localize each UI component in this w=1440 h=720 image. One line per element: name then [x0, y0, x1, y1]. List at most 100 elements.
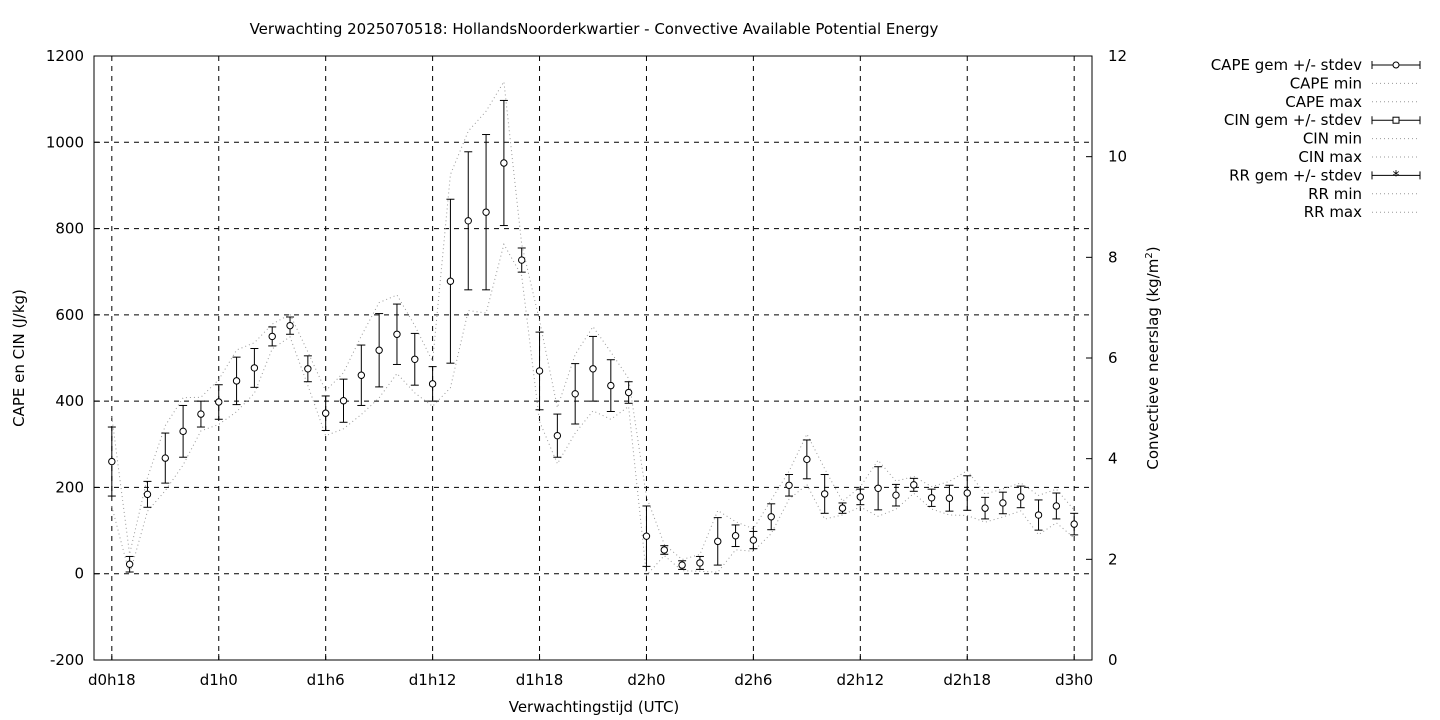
cape-series — [107, 99, 1079, 573]
x-tick-label: d2h12 — [836, 671, 884, 689]
cape-point — [678, 561, 686, 569]
x-tick-label: d2h18 — [943, 671, 991, 689]
cape-point — [464, 217, 472, 225]
cape-point — [286, 321, 294, 330]
y-tick-label: 400 — [55, 392, 84, 410]
cape-point — [999, 499, 1007, 507]
cape-point — [411, 355, 419, 363]
cape-point — [553, 431, 562, 440]
legend-label: RR min — [1308, 185, 1362, 203]
cape-point — [838, 504, 847, 512]
y2-axis: 0 2 4 6 8 10 12 — [1086, 47, 1127, 669]
cape-point — [428, 380, 437, 388]
x-tick-label: d1h12 — [409, 671, 457, 689]
cape-point — [1017, 493, 1025, 501]
cape-point — [714, 537, 722, 546]
cape-point — [446, 277, 455, 285]
cape-point — [892, 491, 900, 499]
y-tick-label: 200 — [55, 478, 84, 496]
cape-point — [910, 481, 918, 489]
cape-point — [1070, 520, 1078, 528]
y-tick-label: 0 — [74, 565, 84, 583]
cape-point — [535, 367, 544, 375]
cape-point — [482, 208, 490, 216]
cape-point — [250, 364, 259, 372]
y-axis: -200 0 200 400 600 800 1000 1200 — [46, 47, 100, 669]
legend-label: CAPE max — [1285, 93, 1362, 111]
y-tick-label: 600 — [55, 306, 84, 324]
x-axis: d0h18 d1h0 d1h6 d1h12 d1h18 d2h0 d2h6 d2h12 d2h1… — [88, 654, 1093, 689]
cape-point — [820, 490, 829, 498]
cape-point — [963, 489, 971, 497]
x-tick-label: d1h0 — [200, 671, 238, 689]
cape-point — [375, 346, 383, 354]
legend-label: CAPE gem +/- stdev — [1211, 56, 1362, 74]
legend-label: RR gem +/- stdev — [1229, 166, 1362, 184]
cape-point — [571, 390, 579, 398]
y-tick-label: 1200 — [46, 47, 84, 65]
cape-point — [624, 388, 633, 397]
cape-point — [660, 546, 668, 554]
y2-tick-label: 0 — [1108, 651, 1118, 669]
cape-point — [749, 536, 758, 544]
legend-marker: * — [1393, 168, 1400, 184]
x-tick-label: d1h6 — [307, 671, 345, 689]
x-tick-label: d3h0 — [1055, 671, 1093, 689]
y2-tick-label: 12 — [1108, 47, 1127, 65]
cape-point — [339, 397, 348, 405]
y2-axis-label-end: ) — [1144, 246, 1162, 252]
cape-point — [1052, 502, 1061, 510]
x-axis-label: Verwachtingstijd (UTC) — [509, 698, 680, 716]
cape-point — [108, 457, 116, 466]
cape-point — [143, 490, 152, 499]
cape-point — [696, 559, 704, 567]
y2-axis-label: Convectieve neerslag (kg/m2) — [1144, 246, 1162, 469]
x-tick-label: d2h6 — [734, 671, 772, 689]
cape-point — [856, 493, 865, 501]
legend-marker — [1392, 61, 1400, 69]
chart-title: Verwachting 2025070518: HollandsNoorderk… — [250, 20, 939, 38]
x-tick-label: d1h18 — [516, 671, 564, 689]
cape-point — [500, 159, 508, 167]
cape-point — [589, 365, 597, 373]
y2-tick-label: 10 — [1108, 148, 1127, 166]
cape-point — [785, 481, 793, 489]
cape-point — [321, 409, 330, 417]
cape-point — [268, 332, 276, 341]
legend-label: CIN gem +/- stdev — [1224, 111, 1362, 129]
legend-label: CAPE min — [1290, 74, 1362, 92]
y2-axis-label-sup: 2 — [1144, 252, 1155, 258]
cape-point — [357, 371, 366, 379]
y2-axis-label-main: Convectieve neerslag (kg/m — [1144, 259, 1162, 470]
y2-tick-label: 6 — [1108, 349, 1118, 367]
y2-tick-label: 2 — [1108, 550, 1118, 568]
cape-point — [1034, 511, 1043, 519]
x-tick-label: d2h0 — [627, 671, 665, 689]
y2-tick-label: 4 — [1108, 450, 1118, 468]
y-tick-label: 800 — [55, 220, 84, 238]
cape-min-line — [111, 242, 1075, 577]
cape-point — [304, 365, 312, 373]
cape-point — [945, 494, 954, 502]
cape-point — [803, 455, 811, 464]
y-axis-label: CAPE en CIN (J/kg) — [10, 289, 28, 427]
cape-point — [731, 532, 740, 540]
legend-label: RR max — [1304, 203, 1362, 221]
cape-point — [232, 377, 241, 385]
x-tick-label: d0h18 — [88, 671, 136, 689]
cape-min-max-curves — [111, 80, 1075, 577]
cape-point — [393, 330, 401, 338]
cape-point — [197, 410, 205, 418]
legend-label: CIN max — [1298, 148, 1362, 166]
cape-point — [125, 560, 134, 568]
y-tick-label: 1000 — [46, 133, 84, 151]
cape-point — [927, 494, 936, 502]
y-tick-label: -200 — [50, 651, 84, 669]
cape-point — [607, 381, 615, 390]
cape-point — [642, 532, 651, 540]
legend-marker — [1392, 116, 1400, 124]
cape-point — [179, 427, 187, 436]
legend-label: CIN min — [1303, 130, 1362, 148]
